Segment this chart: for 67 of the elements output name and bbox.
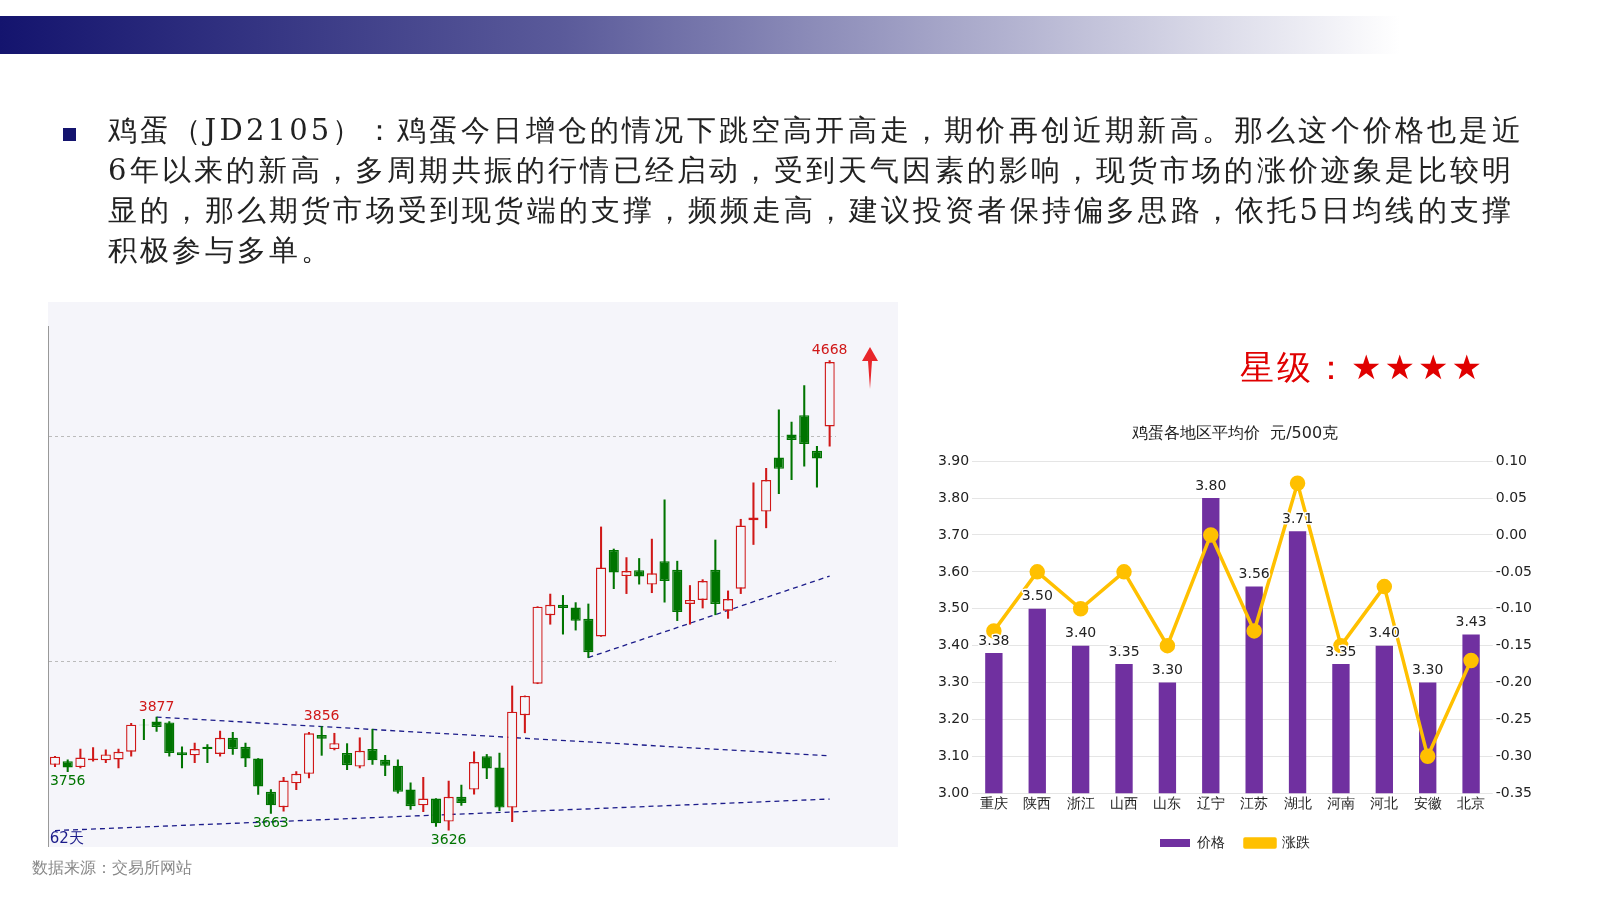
x-tick-label: 辽宁	[1196, 795, 1225, 812]
y2-tick-label: -0.20	[1495, 673, 1533, 690]
x-tick-label: 湖北	[1283, 795, 1312, 812]
y-tick-label: 3.50	[938, 599, 970, 616]
point	[1159, 637, 1176, 654]
y-tick-label: 3.80	[938, 488, 970, 505]
text: 3756	[49, 772, 86, 789]
candlestick	[367, 728, 378, 765]
annotation: 62天	[49, 828, 84, 847]
x-tick-label: 山东	[1153, 795, 1182, 812]
x-tick-label: 安徽	[1413, 795, 1442, 812]
point	[1376, 578, 1393, 595]
y2-tick-label: -0.05	[1495, 562, 1533, 579]
data-label: 3.80	[1195, 476, 1227, 493]
data-label: 3.56	[1238, 565, 1270, 582]
chart-title: 鸡蛋各地区平均价 元/500克	[1130, 422, 1339, 442]
text: 3856	[303, 707, 340, 724]
legend-label: 涨跌	[1282, 833, 1310, 850]
y-tick-label: 3.10	[938, 746, 970, 763]
y2-tick-label: -0.30	[1495, 746, 1533, 763]
text: 3877	[138, 697, 175, 714]
x-tick-label: 北京	[1457, 795, 1486, 812]
data-label: 3.30	[1151, 661, 1183, 678]
y-tick-label: 3.90	[938, 451, 970, 468]
text: 星级：★★★★	[1240, 346, 1485, 389]
point	[1203, 527, 1219, 543]
y2-tick-label: 0.00	[1495, 525, 1527, 542]
y-tick-label: 3.60	[938, 562, 970, 579]
legend-label: 价格	[1196, 833, 1225, 850]
y2-tick-label: -0.10	[1495, 599, 1533, 616]
x-tick-label: 河南	[1326, 795, 1355, 812]
data-label: 3.43	[1455, 613, 1487, 630]
x-tick-label: 浙江	[1066, 795, 1095, 812]
data-label: 3.50	[1021, 587, 1053, 604]
point	[1072, 601, 1089, 617]
y-tick-label: 3.30	[938, 673, 970, 690]
x-tick-label: 重庆	[979, 795, 1008, 812]
y-tick-label: 3.00	[938, 783, 970, 800]
source-note: 数据来源：交易所网站	[32, 858, 192, 879]
x-tick-label: 江苏	[1240, 795, 1269, 812]
data-label: 3.35	[1325, 642, 1357, 659]
y-tick-label: 3.20	[938, 710, 970, 727]
x-tick-label: 河北	[1370, 795, 1399, 812]
text: 3663	[253, 814, 289, 831]
y2-tick-label: 0.10	[1495, 451, 1527, 468]
point	[1419, 748, 1436, 765]
text: 3626	[430, 830, 467, 847]
y2-tick-label: -0.15	[1495, 636, 1533, 653]
y2-tick-label: 0.05	[1495, 488, 1527, 505]
point	[1289, 475, 1306, 492]
point	[1116, 564, 1132, 580]
data-label: 3.30	[1412, 661, 1444, 678]
point	[1246, 623, 1262, 639]
data-label: 3.38	[978, 631, 1010, 648]
y2-tick-label: -0.35	[1495, 783, 1533, 800]
x-tick-label: 陕西	[1023, 795, 1052, 812]
y-tick-label: 3.70	[938, 525, 970, 542]
y-tick-label: 3.40	[938, 636, 970, 653]
data-label: 3.35	[1108, 642, 1140, 659]
point	[1463, 652, 1479, 669]
text: 4668	[811, 341, 848, 358]
y2-tick-label: -0.25	[1495, 710, 1533, 727]
chart-title: 鸡蛋（JD2105）：鸡蛋今日增仓的情况下跳空高开高走，期价再创近期新高。那么这个价格也是近6年以来的新高，多周期共振的行情已经启动，受到天气因素的影响，现货市场的涨价迹象是比较明显的，那么期货市场受到现货端的支撑，频频走高，建议投资者保持偏多思路，依托5日均线的支撑积极参与多单。	[108, 112, 1525, 269]
point	[1029, 564, 1045, 580]
candlestick	[113, 748, 124, 769]
data-label: 3.40	[1065, 624, 1097, 641]
x-tick-label: 山西	[1110, 795, 1139, 812]
